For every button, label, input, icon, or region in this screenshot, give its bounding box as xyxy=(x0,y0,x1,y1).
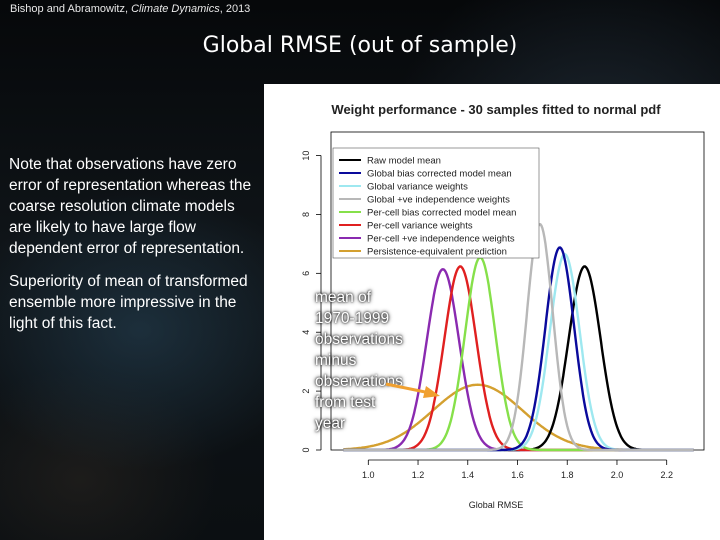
y-tick-label: 4 xyxy=(301,330,311,335)
note-paragraph-2: Superiority of mean of transformed ensem… xyxy=(9,273,248,332)
citation-year: , 2013 xyxy=(219,3,251,15)
legend-label: Per-cell variance weights xyxy=(367,221,473,232)
chart-xlabel: Global RMSE xyxy=(469,500,524,510)
x-tick-label: 1.8 xyxy=(561,470,574,480)
annotation-line: year xyxy=(315,415,346,432)
chart-title: Weight performance - 30 samples fitted t… xyxy=(331,102,661,117)
legend: Raw model mean Global bias corrected mode… xyxy=(332,147,540,259)
annotation-line: mean of xyxy=(315,289,372,306)
chart-svg: Weight performance - 30 samples fitted t… xyxy=(301,102,705,510)
chart-panel: Weight performance - 30 samples fitted t… xyxy=(264,84,720,540)
y-tick-label: 10 xyxy=(301,151,311,161)
x-tick-label: 1.2 xyxy=(412,470,425,480)
annotation-line: 1970-1999 xyxy=(315,310,390,327)
annotation-line: observations xyxy=(315,331,403,348)
legend-label: Raw model mean xyxy=(367,156,441,167)
x-tick-label: 1.4 xyxy=(462,470,475,480)
y-tick-label: 8 xyxy=(301,212,311,217)
legend-label: Per-cell +ve independence weights xyxy=(367,234,515,245)
y-axis: 0 2 4 6 8 10 xyxy=(301,151,322,453)
slide-title: Global RMSE (out of sample) xyxy=(202,33,518,58)
x-axis: 1.0 1.2 1.4 1.6 1.8 2.0 2.2 xyxy=(362,459,673,480)
legend-label: Global +ve independence weights xyxy=(367,195,510,206)
annotation-line: observations xyxy=(315,373,403,390)
x-tick-label: 1.0 xyxy=(362,470,375,480)
legend-label: Persistence-equivalent prediction xyxy=(367,247,507,258)
y-tick-label: 2 xyxy=(301,389,311,394)
annotation-line: minus xyxy=(315,352,357,369)
annotation-line: from test xyxy=(315,394,376,411)
citation-journal: Climate Dynamics xyxy=(131,3,220,15)
citation-authors: Bishop and Abramowitz, xyxy=(10,3,129,15)
annotation-text: mean of 1970-1999 observations minus observa… xyxy=(315,287,435,434)
x-tick-label: 2.0 xyxy=(611,470,624,480)
legend-box xyxy=(332,147,540,259)
y-tick-label: 0 xyxy=(301,447,311,452)
notes-text: Note that observations have zero error o… xyxy=(9,154,254,346)
y-tick-label: 6 xyxy=(301,271,311,276)
legend-label: Global variance weights xyxy=(367,182,468,193)
series-line xyxy=(343,223,694,452)
x-tick-label: 1.6 xyxy=(511,470,524,480)
series-curves xyxy=(343,223,694,452)
note-paragraph-1: Note that observations have zero error o… xyxy=(9,156,252,257)
legend-label: Per-cell bias corrected model mean xyxy=(367,208,516,219)
x-tick-label: 2.2 xyxy=(660,470,673,480)
citation: Bishop and Abramowitz, Climate Dynamics,… xyxy=(10,3,250,15)
legend-label: Global bias corrected model mean xyxy=(367,169,512,180)
